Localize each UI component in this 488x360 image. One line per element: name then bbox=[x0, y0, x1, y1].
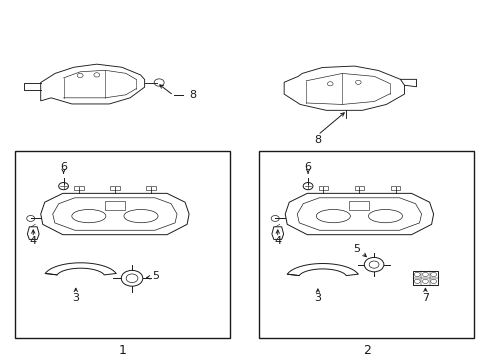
Text: 5: 5 bbox=[353, 244, 360, 254]
Text: 7: 7 bbox=[421, 293, 428, 303]
Bar bbox=[318, 186, 327, 189]
Text: 8: 8 bbox=[189, 90, 196, 100]
Text: 8: 8 bbox=[314, 135, 321, 145]
Bar bbox=[390, 186, 400, 189]
Text: 2: 2 bbox=[362, 345, 370, 357]
Text: 6: 6 bbox=[304, 162, 311, 172]
Text: 3: 3 bbox=[72, 293, 79, 303]
Bar bbox=[74, 186, 83, 189]
Bar bbox=[146, 186, 156, 189]
Text: 4: 4 bbox=[30, 236, 37, 246]
Bar bbox=[354, 186, 364, 189]
Bar bbox=[110, 186, 120, 189]
Bar bbox=[15, 151, 229, 338]
Text: 5: 5 bbox=[152, 271, 159, 281]
Bar bbox=[412, 271, 437, 285]
Text: 1: 1 bbox=[118, 345, 126, 357]
Text: 4: 4 bbox=[274, 236, 281, 246]
Text: 3: 3 bbox=[314, 293, 321, 303]
Bar bbox=[259, 151, 473, 338]
Bar bbox=[104, 201, 125, 210]
Text: 6: 6 bbox=[60, 162, 67, 172]
Bar bbox=[348, 201, 369, 210]
